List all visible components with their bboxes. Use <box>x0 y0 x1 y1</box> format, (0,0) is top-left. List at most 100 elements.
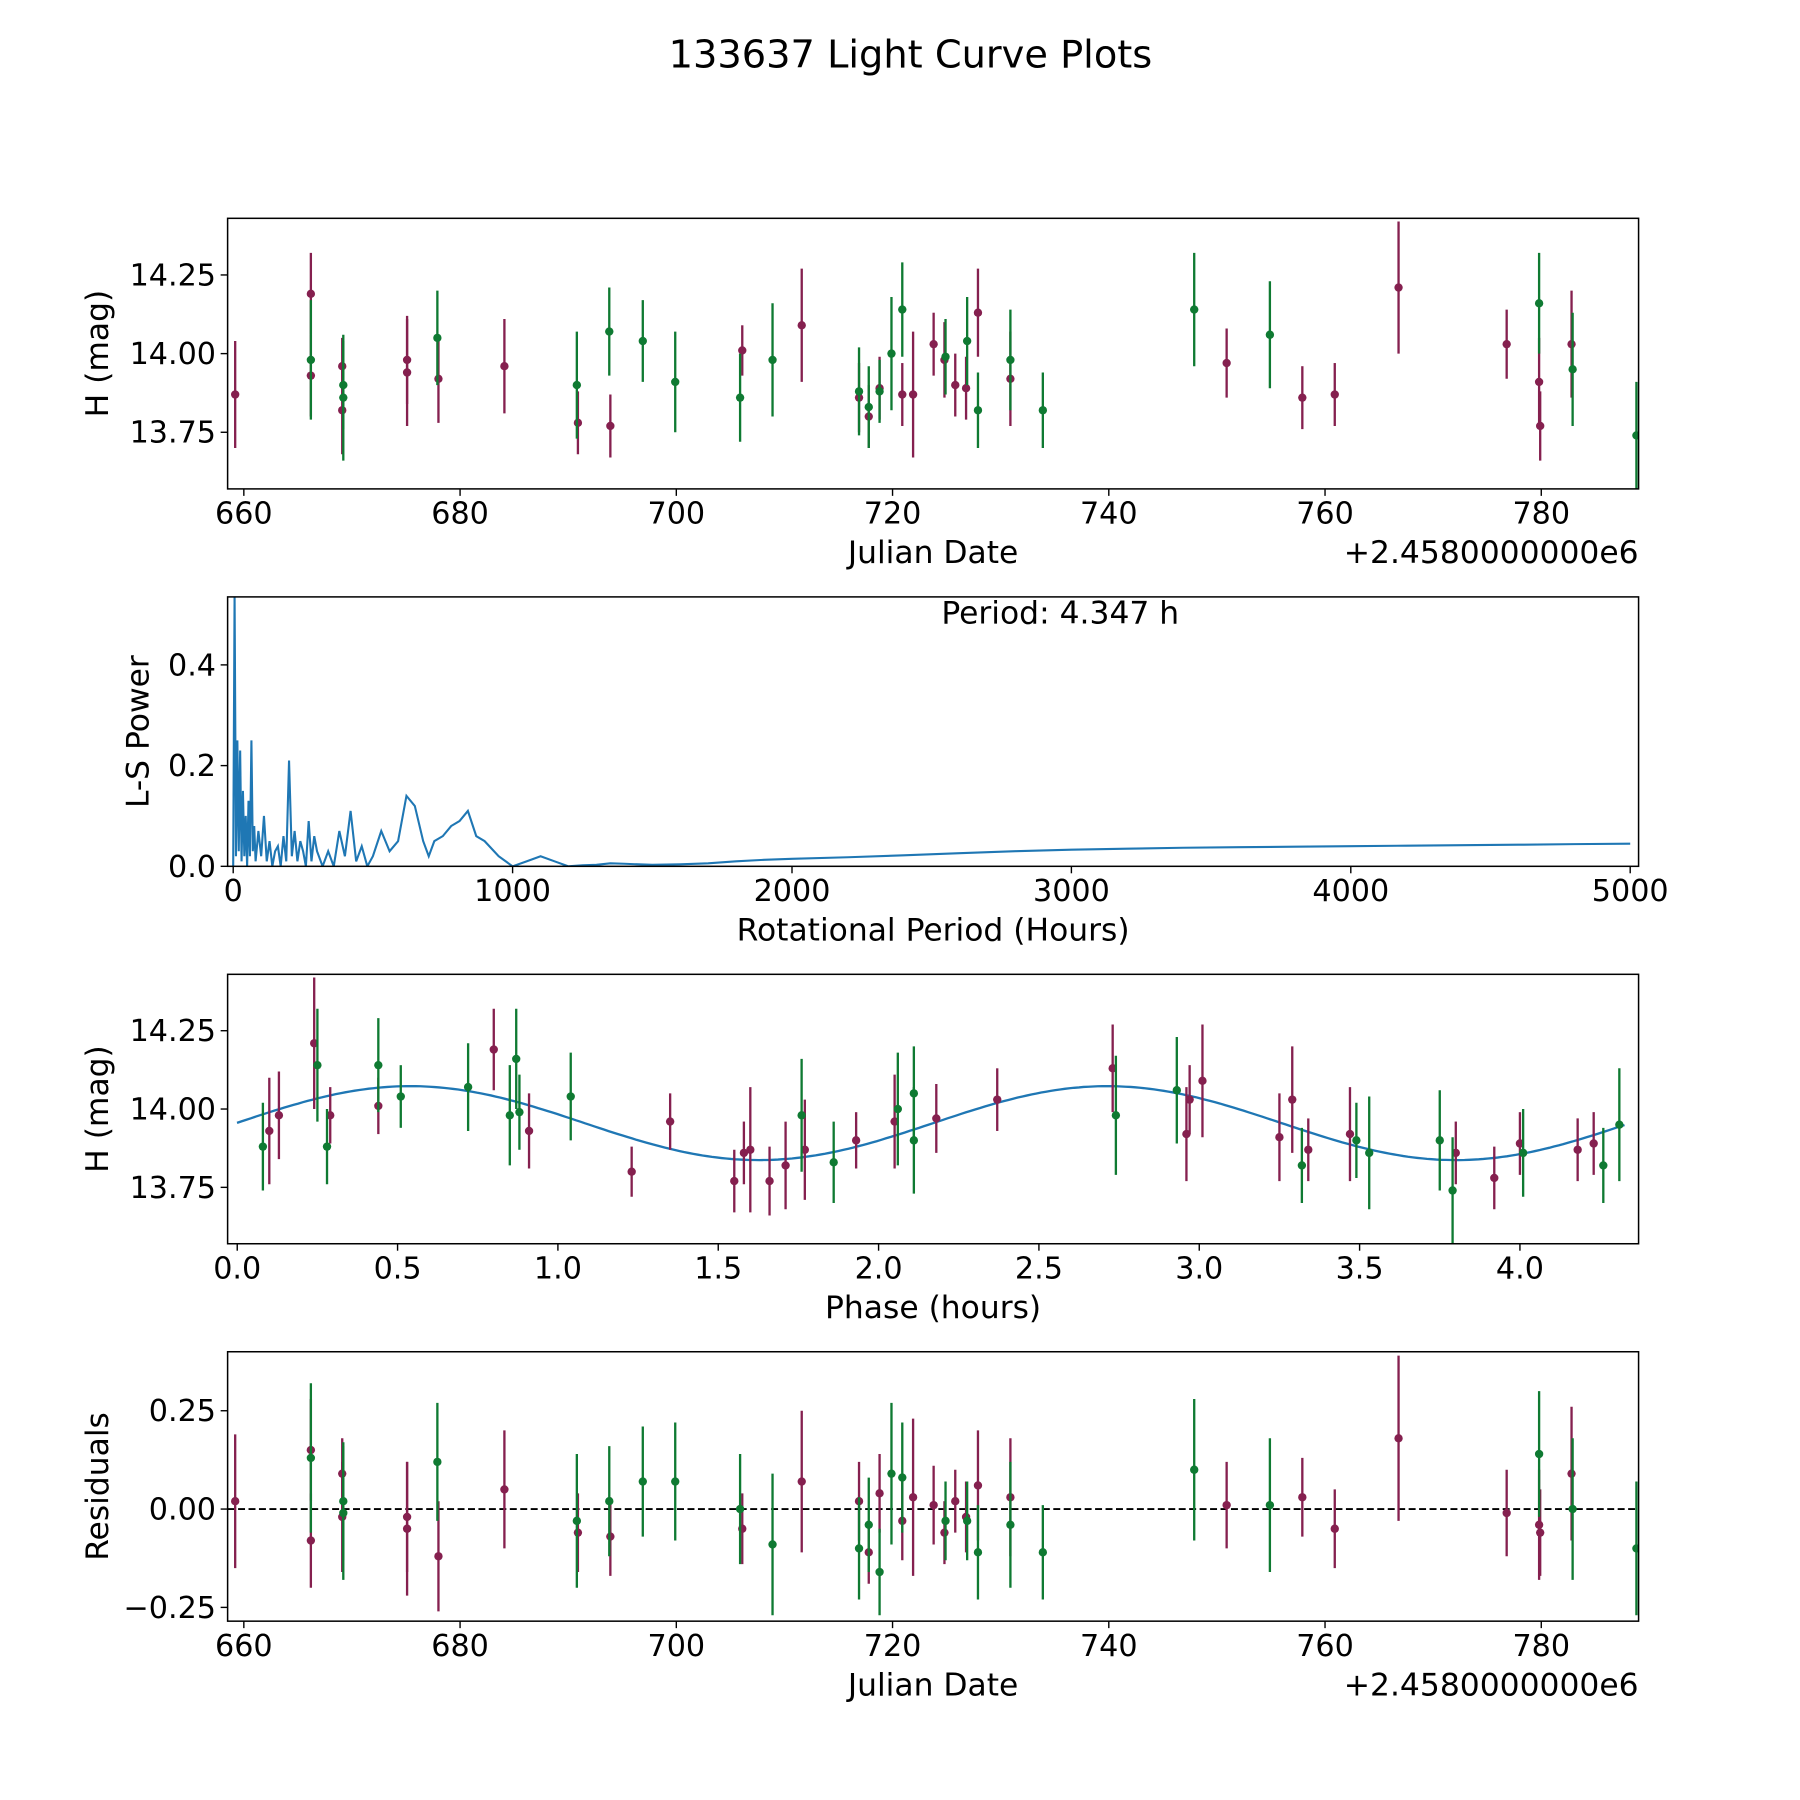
data-point-filter-green <box>396 1092 405 1101</box>
data-point-filter-green <box>735 393 745 402</box>
data-point-filter-green <box>1038 1548 1048 1557</box>
plot-area <box>231 221 1639 489</box>
data-point-filter-green <box>638 336 647 346</box>
data-point-filter-green <box>887 1469 896 1478</box>
data-point-filter-magenta <box>1502 1508 1511 1518</box>
x-tick-label: 740 <box>1080 1629 1138 1664</box>
x-tick-label: 1.0 <box>534 1252 582 1287</box>
data-point-filter-magenta <box>306 1536 316 1545</box>
x-tick-label: 3000 <box>1033 874 1110 909</box>
data-point-filter-magenta <box>1222 1500 1231 1510</box>
data-point-filter-magenta <box>1534 377 1544 387</box>
data-point-filter-magenta <box>765 1176 774 1186</box>
x-tick-label: 3.5 <box>1336 1252 1384 1287</box>
data-point-filter-magenta <box>797 1477 806 1486</box>
data-point-filter-green <box>512 1054 521 1064</box>
data-point-filter-magenta <box>738 346 747 355</box>
x-tick-label: 0 <box>224 874 243 909</box>
panel-lightcurve: 660 680 700 720 740 760 780 13.75 14.00 14.25 Juli… <box>80 217 1640 571</box>
x-axis-label: Rotational Period (Hours) <box>737 913 1130 949</box>
y-axis-label: H (mag) <box>80 290 116 418</box>
data-point-filter-green <box>1265 330 1275 339</box>
data-point-filter-green <box>1190 1465 1199 1474</box>
data-point-filter-green <box>505 1111 514 1120</box>
data-point-filter-green <box>1534 299 1544 308</box>
x-tick-label: 1000 <box>474 874 551 909</box>
data-point-filter-magenta <box>1330 390 1339 399</box>
x-tick-label: 2.5 <box>1015 1252 1063 1287</box>
x-tick-label: 720 <box>864 1629 922 1664</box>
data-point-filter-magenta <box>1394 283 1403 292</box>
data-point-filter-green <box>1006 355 1015 365</box>
data-point-filter-magenta <box>500 362 509 371</box>
data-point-filter-green <box>854 1544 864 1553</box>
period-annotation: Period: 4.347 h <box>941 596 1179 632</box>
data-point-filter-green <box>962 1516 972 1526</box>
x-tick-label: 0.0 <box>213 1252 261 1287</box>
x-tick-label: 780 <box>1512 497 1570 532</box>
data-point-filter-green <box>1297 1161 1307 1170</box>
plot-area <box>236 977 1625 1244</box>
data-point-filter-green <box>768 1540 777 1549</box>
data-point-filter-green <box>1352 1136 1361 1145</box>
data-point-filter-magenta <box>951 1497 960 1506</box>
data-point-filter-green <box>854 387 864 396</box>
data-point-filter-magenta <box>1185 1095 1194 1104</box>
data-point-filter-green <box>1568 365 1577 374</box>
data-point-filter-magenta <box>1490 1173 1499 1183</box>
data-point-filter-green <box>1006 1520 1015 1529</box>
x-tick-label: 660 <box>215 1629 273 1664</box>
data-point-filter-green <box>893 1104 903 1114</box>
data-point-filter-magenta <box>489 1045 498 1054</box>
y-tick-label: 13.75 <box>130 1171 216 1206</box>
data-point-filter-green <box>566 1092 575 1101</box>
data-point-filter-magenta <box>797 321 806 330</box>
y-tick-label: 14.25 <box>130 258 216 293</box>
data-point-filter-magenta <box>265 1126 274 1136</box>
axes-frame <box>226 973 1640 1245</box>
x-tick-label: 720 <box>864 497 922 532</box>
data-point-filter-magenta <box>929 1500 938 1510</box>
data-point-filter-magenta <box>961 384 971 393</box>
x-tick-label: 760 <box>1296 1629 1354 1664</box>
data-point-filter-magenta <box>1573 1145 1582 1154</box>
data-point-filter-magenta <box>1222 358 1231 368</box>
data-point-filter-green <box>973 406 983 415</box>
data-point-filter-magenta <box>781 1161 790 1170</box>
x-tick-label: 700 <box>647 497 705 532</box>
data-point-filter-green <box>898 305 907 314</box>
data-point-filter-green <box>433 333 442 343</box>
data-point-filter-green <box>1265 1500 1275 1510</box>
data-point-filter-green <box>322 1142 332 1151</box>
y-tick-label: 14.00 <box>130 1092 216 1127</box>
data-point-filter-green <box>909 1136 919 1145</box>
data-point-filter-green <box>638 1477 647 1486</box>
x-axis-label: Julian Date <box>846 535 1018 571</box>
data-point-filter-magenta <box>606 421 615 431</box>
data-point-filter-magenta <box>1298 1493 1307 1502</box>
y-axis-label: Residuals <box>80 1412 116 1561</box>
x-tick-label: 1.5 <box>694 1252 742 1287</box>
data-point-filter-green <box>671 1477 680 1486</box>
data-point-filter-magenta <box>1345 1129 1355 1139</box>
data-point-filter-green <box>433 1457 442 1467</box>
data-point-filter-green <box>1632 1544 1639 1553</box>
x-tick-label: 700 <box>647 1629 705 1664</box>
data-point-filter-green <box>339 393 348 402</box>
data-point-filter-green <box>797 1111 806 1120</box>
y-axis-label: H (mag) <box>80 1045 116 1173</box>
data-point-filter-magenta <box>1394 1434 1403 1443</box>
y-tick-label: 0.4 <box>168 648 216 683</box>
data-point-filter-magenta <box>851 1136 861 1145</box>
data-point-filter-green <box>1111 1111 1121 1120</box>
data-point-filter-green <box>898 1473 907 1482</box>
data-point-filter-magenta <box>932 1114 941 1123</box>
x-offset-text: +2.4580000000e6 <box>1344 535 1639 571</box>
data-point-filter-magenta <box>231 390 240 399</box>
data-point-filter-green <box>875 387 884 396</box>
x-tick-label: 2000 <box>754 874 831 909</box>
model-fit-curve <box>236 1084 1625 1162</box>
y-tick-label: 14.25 <box>130 1014 216 1049</box>
x-offset-text: +2.4580000000e6 <box>1344 1667 1639 1703</box>
data-point-filter-green <box>1599 1161 1608 1170</box>
